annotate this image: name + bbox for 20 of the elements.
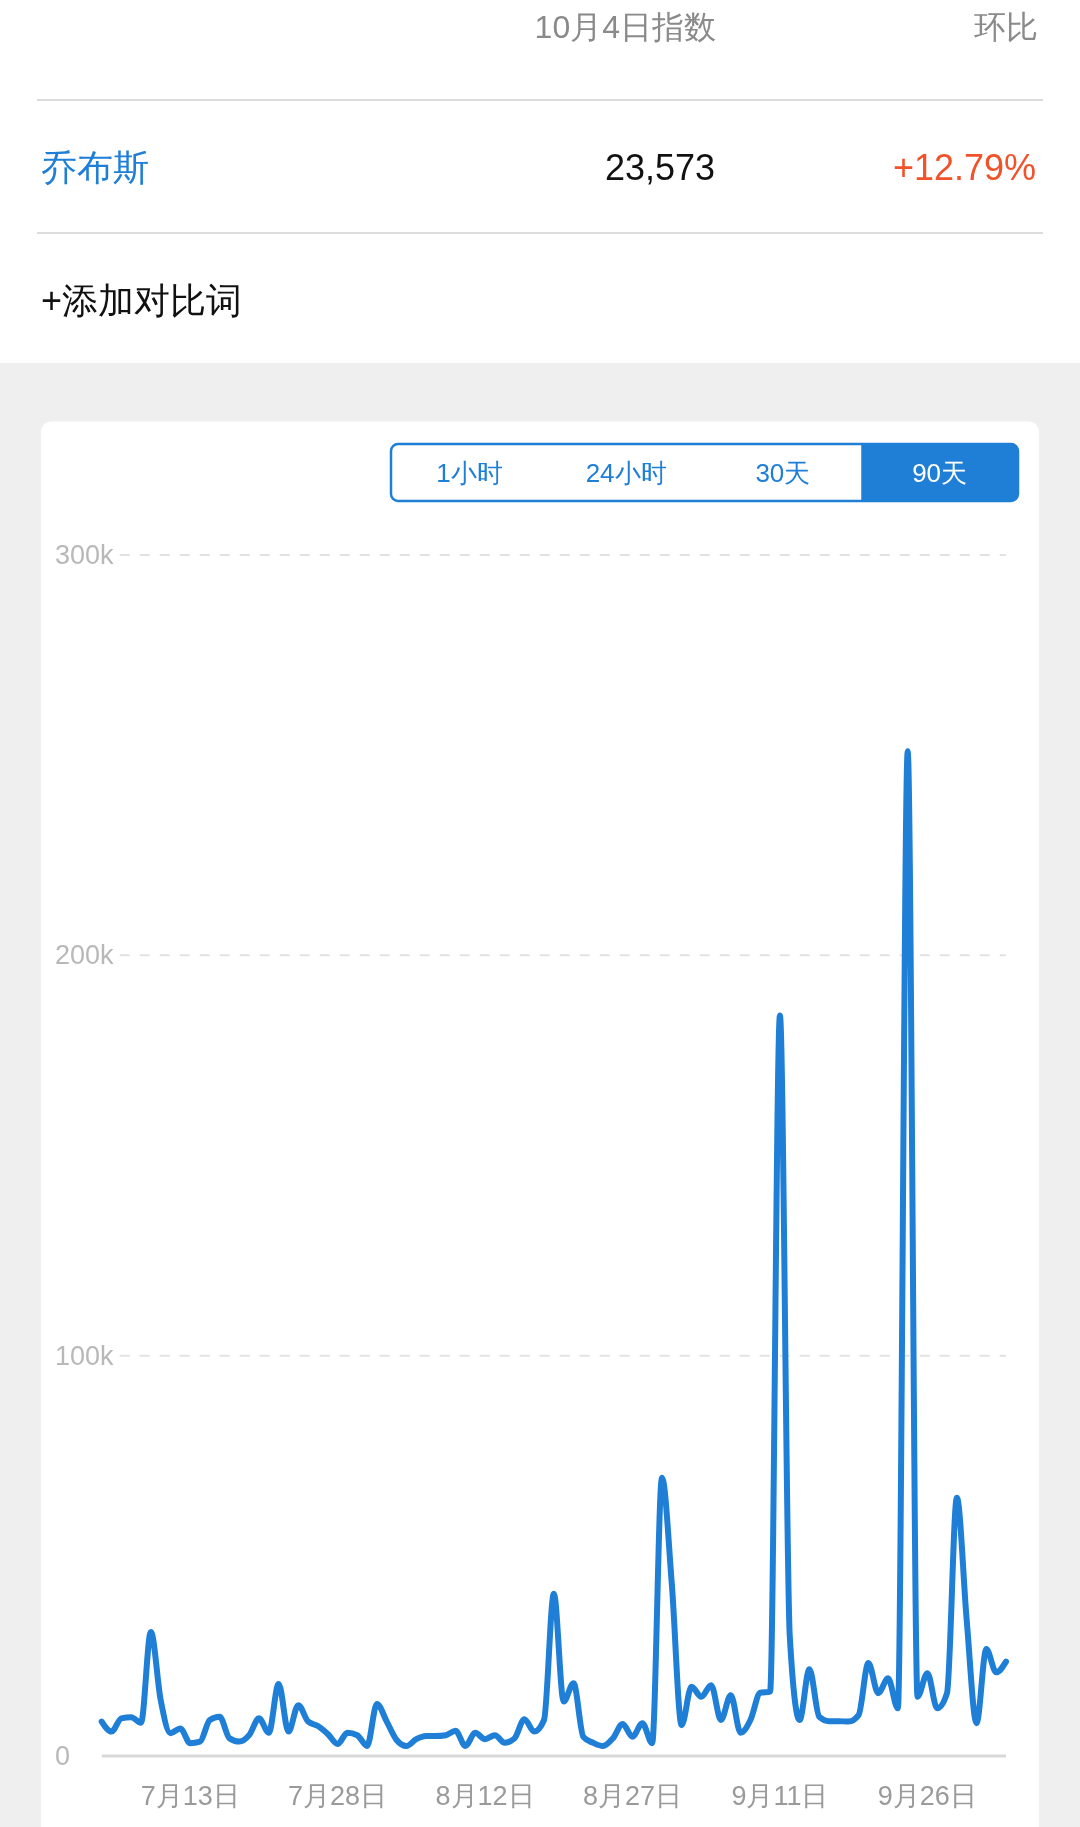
text: 1小时: [436, 457, 503, 488]
text: 30天: [755, 457, 811, 488]
x-tick-label: 8月12日: [435, 1781, 535, 1811]
y-tick-label: 100k: [55, 1340, 115, 1371]
y-tick-label: 0: [55, 1741, 71, 1771]
y-tick-label: 200k: [55, 940, 115, 971]
text: 24小时: [585, 457, 667, 488]
x-tick-label: 8月27日: [582, 1781, 683, 1811]
x-tick-label: 7月13日: [140, 1781, 240, 1811]
text: +添加对比词: [41, 279, 243, 321]
x-tick-label: 9月11日: [731, 1781, 829, 1811]
text: 10月4日指数: [534, 9, 716, 45]
text: +12.79%: [892, 146, 1036, 188]
text: 90天: [912, 457, 968, 488]
text: 23,573: [604, 146, 715, 188]
x-tick-label: 7月28日: [288, 1781, 388, 1811]
text: 环比: [974, 9, 1038, 45]
x-tick-label: 9月26日: [877, 1781, 977, 1811]
text: 乔布斯: [41, 146, 149, 188]
y-tick-label: 300k: [55, 540, 115, 570]
